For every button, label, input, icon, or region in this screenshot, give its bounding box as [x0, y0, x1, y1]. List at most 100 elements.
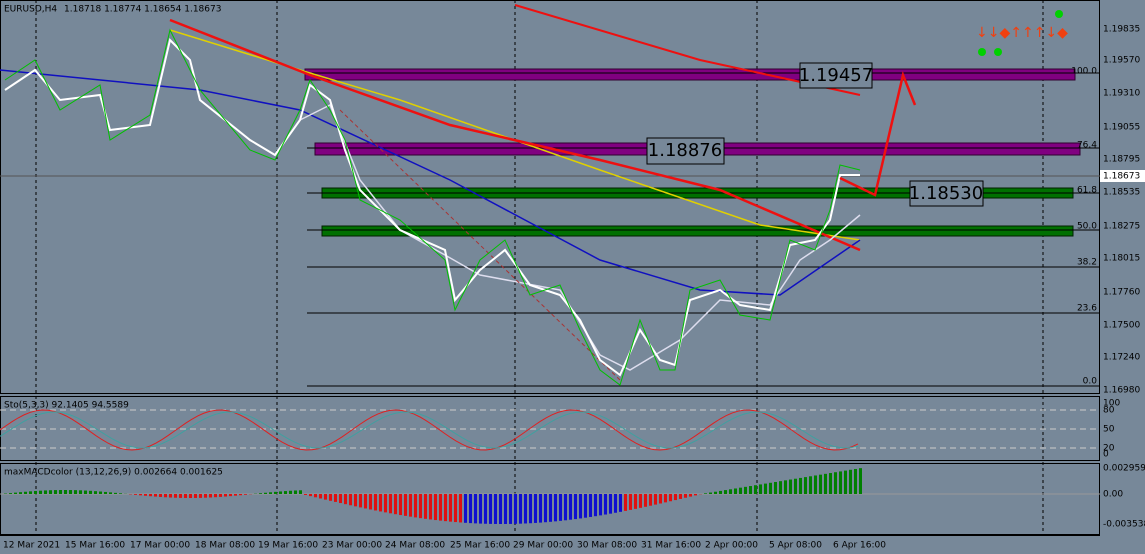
macd-bar [49, 490, 52, 494]
macd-bar [409, 494, 412, 517]
quote: 1.18718 1.18774 1.18654 1.18673 [64, 5, 221, 15]
macd-bar [454, 494, 457, 523]
time-axis-label: 5 Apr 08:00 [769, 541, 822, 551]
time-axis-label: 2 Apr 00:00 [705, 541, 758, 551]
macd-bar [519, 494, 522, 524]
macd-bar [304, 494, 307, 495]
macd-bar [644, 494, 647, 507]
macd-bar [429, 494, 432, 520]
axis-labels: 1.19835 1.19570 1.19310 1.19055 1.18795 1.185… [3, 25, 1145, 551]
macd-bar [424, 494, 427, 519]
price-axis-label: 1.19310 [1103, 89, 1140, 99]
macd-bar [584, 494, 587, 518]
macd-bar [94, 491, 97, 494]
price-wicks [4, 28, 861, 386]
macd-histogram [4, 468, 862, 524]
macd-bar [274, 491, 277, 494]
macd-bar [24, 491, 27, 494]
price-box: 1.19457 [799, 65, 873, 86]
symbol: EURUSD,H4 [4, 5, 57, 15]
macd-bar [329, 494, 332, 501]
macd-bar [239, 494, 242, 496]
price-box-group: 1.19457 1.18876 1.18530 [646, 62, 984, 207]
macd-bar [544, 494, 547, 523]
price-axis-label: 1.17500 [1103, 321, 1140, 331]
macd-bar [309, 494, 312, 497]
time-axis-label: 24 Mar 08:00 [385, 541, 445, 551]
macd-bar [359, 494, 362, 508]
macd-bar [659, 494, 662, 504]
macd-bar [139, 494, 142, 496]
macd-bar [554, 494, 557, 522]
stoch-label: Sto(5,3,3) 92.1405 94.5589 [4, 401, 129, 411]
macd-bar [859, 468, 862, 494]
price-axis-label: 1.19570 [1103, 56, 1140, 66]
macd-bar [614, 494, 617, 513]
macd-bar [759, 484, 762, 494]
macd-bar [334, 494, 337, 502]
time-axis-label: 29 Mar 00:00 [513, 541, 573, 551]
macd-bar [269, 492, 272, 494]
macd-bar [354, 494, 357, 507]
macd-bar [804, 477, 807, 494]
macd-bar [474, 494, 477, 524]
fib-level-label: 38.2 [1077, 258, 1097, 268]
macd-bar [319, 494, 322, 499]
macd-bar [529, 494, 532, 524]
price-axis-label: 1.18795 [1103, 155, 1140, 165]
macd-bar [654, 494, 657, 505]
macd-bar [119, 493, 122, 494]
macd-bar [854, 468, 857, 494]
macd-bar [439, 494, 442, 521]
price-axis-label: 1.19055 [1103, 123, 1140, 133]
fib-level-label: 100.0 [1071, 67, 1097, 77]
macd-bar [849, 469, 852, 494]
macd-bar [444, 494, 447, 522]
macd-bar [724, 490, 727, 494]
stoch-axis-label: 20 [1103, 444, 1115, 454]
macd-bar [394, 494, 397, 515]
macd-bar [104, 491, 107, 494]
macd-bar [219, 494, 222, 497]
macd-bar [339, 494, 342, 504]
stoch-axis-label: 0 [1103, 450, 1109, 460]
macd-bar [419, 494, 422, 519]
macd-bar [679, 494, 682, 499]
macd-bar [619, 494, 622, 512]
price-axis-label: 1.17240 [1103, 353, 1140, 363]
current-price: 1.18673 [1103, 172, 1140, 182]
macd-bar [159, 494, 162, 497]
macd-bar [109, 492, 112, 494]
macd-bar [559, 494, 562, 521]
time-axis-label: 25 Mar 16:00 [450, 541, 510, 551]
macd-bar [19, 492, 22, 494]
macd-bar [89, 490, 92, 494]
macd-bar [414, 494, 417, 518]
macd-bar [464, 494, 467, 523]
macd-bar [754, 485, 757, 494]
macd-bar [784, 480, 787, 494]
macd-bar [164, 494, 167, 498]
macd-bar [799, 477, 802, 494]
macd-bar [764, 483, 767, 494]
time-axis-label: 23 Mar 00:00 [322, 541, 382, 551]
macd-bar [634, 494, 637, 509]
macd-bar [344, 494, 347, 505]
macd-bar [259, 493, 262, 494]
macd-bar [209, 494, 212, 498]
time-axis-label: 30 Mar 08:00 [577, 541, 637, 551]
macd-bar [279, 491, 282, 494]
macd-bar [674, 494, 677, 501]
macd-bar [384, 494, 387, 513]
macd-bar [824, 473, 827, 494]
macd-axis-label: 0.002959 [1103, 464, 1145, 474]
macd-bar [174, 494, 177, 498]
svg-text:↓↓◆↑↑↑↓◆: ↓↓◆↑↑↑↓◆ [976, 25, 1068, 41]
time-axis-label: 12 Mar 2021 [3, 541, 60, 551]
macd-bar [144, 494, 147, 496]
macd-bar [54, 490, 57, 494]
macd-bar [389, 494, 392, 514]
macd-bar [839, 471, 842, 494]
macd-bar [179, 494, 182, 498]
main-pane [0, 0, 1100, 394]
